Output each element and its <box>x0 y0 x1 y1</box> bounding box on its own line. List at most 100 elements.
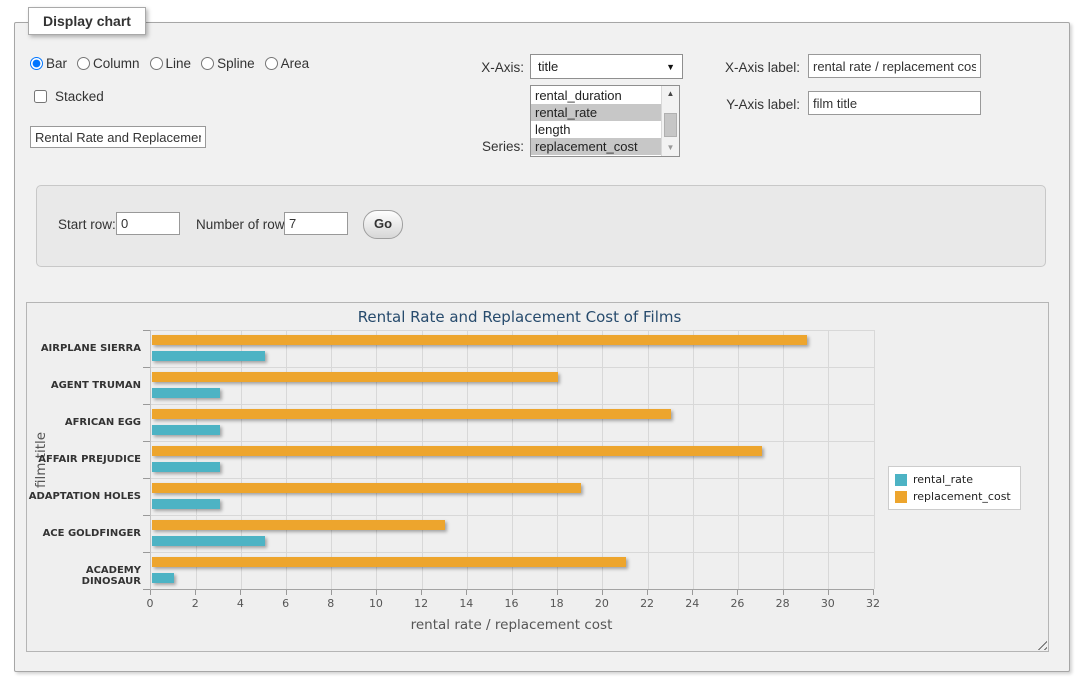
scroll-up-icon[interactable]: ▲ <box>662 87 679 101</box>
stacked-label[interactable]: Stacked <box>55 89 104 104</box>
gridline <box>738 330 739 589</box>
y-axis-tick <box>143 552 150 553</box>
gridline <box>331 330 332 589</box>
series-listbox[interactable]: rental_durationrental_ratelengthreplacem… <box>530 85 680 157</box>
bar[interactable] <box>152 462 220 472</box>
category-label: ACADEMY DINOSAUR <box>27 565 141 587</box>
x-tick-label: 2 <box>192 597 199 610</box>
stacked-row: Stacked <box>30 87 104 106</box>
fieldset-legend: Display chart <box>28 7 146 35</box>
gridline <box>557 330 558 589</box>
category-label: AGENT TRUMAN <box>27 380 141 391</box>
bar[interactable] <box>152 446 762 456</box>
x-axis-selected-value: title <box>538 59 558 74</box>
x-axis-tick <box>331 590 332 595</box>
x-tick-label: 26 <box>730 597 744 610</box>
x-axis-tick <box>737 590 738 595</box>
x-axis-tick <box>466 590 467 595</box>
category-label: AIRPLANE SIERRA <box>27 343 141 354</box>
x-tick-label: 6 <box>282 597 289 610</box>
gridline <box>151 330 874 331</box>
radio-line[interactable] <box>150 57 163 70</box>
chart-panel: Rental Rate and Replacement Cost of Film… <box>26 302 1049 652</box>
plot-area <box>150 330 874 590</box>
radio-column-label[interactable]: Column <box>93 56 140 71</box>
legend-item[interactable]: replacement_cost <box>895 488 1011 505</box>
legend-label: rental_rate <box>913 473 973 486</box>
bar[interactable] <box>152 409 671 419</box>
scroll-down-icon[interactable]: ▼ <box>662 141 679 155</box>
radio-spline-label[interactable]: Spline <box>217 56 255 71</box>
gridline <box>241 330 242 589</box>
series-option[interactable]: replacement_cost <box>531 138 662 155</box>
bar[interactable] <box>152 499 220 509</box>
chart-title-input[interactable] <box>30 126 206 148</box>
start-row-label: Start row: <box>58 217 116 232</box>
x-axis-tick <box>240 590 241 595</box>
series-option[interactable]: rental_rate <box>531 104 662 121</box>
y-axis-tick <box>143 404 150 405</box>
radio-line-label[interactable]: Line <box>166 56 192 71</box>
gridline <box>874 330 875 589</box>
bar[interactable] <box>152 573 174 583</box>
radio-area-label[interactable]: Area <box>281 56 310 71</box>
radio-spline[interactable] <box>201 57 214 70</box>
bar[interactable] <box>152 388 220 398</box>
go-button[interactable]: Go <box>363 210 403 239</box>
bar[interactable] <box>152 483 581 493</box>
series-scrollbar[interactable]: ▲ ▼ <box>661 86 679 156</box>
gridline <box>151 478 874 479</box>
gridline <box>648 330 649 589</box>
y-axis-tick <box>143 478 150 479</box>
x-axis-tick <box>828 590 829 595</box>
x-axis-label-label: X-Axis label: <box>706 60 800 75</box>
radio-bar-label[interactable]: Bar <box>46 56 67 71</box>
y-axis-label-label: Y-Axis label: <box>706 97 800 112</box>
radio-bar[interactable] <box>30 57 43 70</box>
x-tick-label: 16 <box>505 597 519 610</box>
y-axis-label-input[interactable] <box>808 91 981 115</box>
dropdown-arrow-icon: ▼ <box>666 55 675 78</box>
scroll-thumb[interactable] <box>664 113 677 137</box>
radio-area[interactable] <box>265 57 278 70</box>
radio-column[interactable] <box>77 57 90 70</box>
x-axis-label-input[interactable] <box>808 54 981 78</box>
series-option[interactable]: length <box>531 121 662 138</box>
legend-item[interactable]: rental_rate <box>895 471 1011 488</box>
x-tick-label: 4 <box>237 597 244 610</box>
start-row-input[interactable] <box>116 212 180 235</box>
x-tick-label: 10 <box>369 597 383 610</box>
legend-swatch-icon <box>895 491 907 503</box>
x-axis-tick <box>421 590 422 595</box>
x-axis-tick <box>557 590 558 595</box>
num-rows-input[interactable] <box>284 212 348 235</box>
y-axis-tick <box>143 330 150 331</box>
x-tick-label: 22 <box>640 597 654 610</box>
x-tick-label: 32 <box>866 597 880 610</box>
x-tick-label: 8 <box>327 597 334 610</box>
bar[interactable] <box>152 335 807 345</box>
legend-label: replacement_cost <box>913 490 1011 503</box>
bar[interactable] <box>152 372 558 382</box>
num-rows-label: Number of rows: <box>196 217 295 232</box>
bar[interactable] <box>152 536 265 546</box>
bar[interactable] <box>152 351 265 361</box>
gridline <box>151 552 874 553</box>
x-axis-tick <box>602 590 603 595</box>
gridline <box>286 330 287 589</box>
stacked-checkbox[interactable] <box>34 90 47 103</box>
gridline <box>151 441 874 442</box>
y-axis-tick <box>143 515 150 516</box>
bar[interactable] <box>152 557 626 567</box>
gridline <box>467 330 468 589</box>
x-tick-label: 18 <box>550 597 564 610</box>
resize-grip-icon[interactable] <box>1034 637 1047 650</box>
x-axis-select[interactable]: title ▼ <box>530 54 683 79</box>
y-axis-tick <box>143 589 150 590</box>
x-axis-tick <box>647 590 648 595</box>
series-option[interactable]: rental_duration <box>531 87 662 104</box>
gridline <box>693 330 694 589</box>
bar[interactable] <box>152 520 445 530</box>
chart-legend: rental_rate replacement_cost <box>888 466 1021 510</box>
bar[interactable] <box>152 425 220 435</box>
